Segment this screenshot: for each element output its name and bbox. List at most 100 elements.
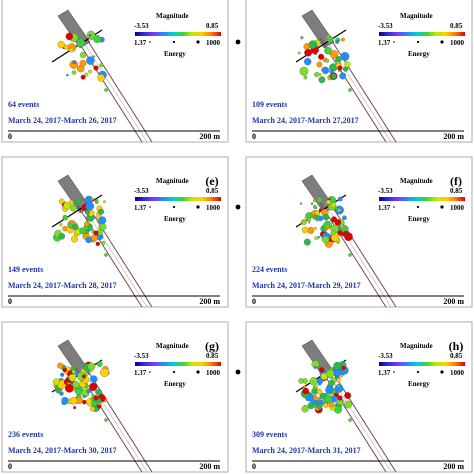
- event-marker: [89, 406, 96, 412]
- scale-start-label: 0: [252, 297, 256, 306]
- event-marker: [336, 241, 340, 245]
- scale-end-label: 200 m: [443, 297, 464, 306]
- energy-scale-dot-large: [440, 40, 444, 44]
- magnitude-min-label: -3.53: [134, 187, 149, 195]
- event-marker: [316, 403, 323, 410]
- event-marker: [86, 389, 91, 394]
- energy-scale-dot-small: [393, 206, 395, 208]
- event-marker: [72, 60, 77, 65]
- event-marker: [72, 223, 79, 231]
- event-marker: [335, 207, 339, 210]
- event-marker: [348, 253, 352, 257]
- event-marker: [63, 44, 69, 50]
- event-marker: [316, 61, 323, 68]
- magnitude-min-label: -3.53: [378, 352, 393, 360]
- energy-scale-dot-small: [393, 371, 395, 373]
- event-marker: [77, 371, 87, 381]
- energy-scale-dot-medium: [172, 40, 176, 44]
- scale-end-label: 200 m: [199, 132, 220, 141]
- event-marker: [299, 66, 309, 76]
- panel-h: (h) Magnitude -3.53 0.85 1.37 1000 Energy 309 e…: [245, 321, 473, 473]
- event-marker: [98, 208, 105, 215]
- energy-scale-dot-large: [196, 370, 200, 374]
- magnitude-min-label: -3.53: [378, 22, 393, 30]
- event-marker: [338, 225, 341, 228]
- energy-legend-title: Energy: [164, 380, 186, 388]
- events-count-label: 109 events: [252, 100, 287, 109]
- event-marker: [340, 51, 350, 61]
- date-range-label: March 24, 2017-March 29, 2017: [252, 281, 361, 290]
- scale-start-label: 0: [8, 132, 12, 141]
- event-marker: [76, 38, 85, 48]
- energy-min-label: 1.37: [378, 39, 391, 47]
- magnitude-max-label: 0.85: [450, 22, 463, 30]
- event-marker: [316, 219, 319, 222]
- event-marker: [104, 88, 108, 92]
- event-marker: [95, 200, 99, 205]
- scale-end-label: 200 m: [443, 132, 464, 141]
- rail-line-left: [75, 202, 143, 308]
- event-marker: [344, 400, 353, 409]
- event-marker: [79, 51, 87, 59]
- event-marker: [97, 74, 105, 82]
- event-marker: [93, 65, 99, 71]
- event-marker: [65, 32, 74, 41]
- event-marker: [337, 196, 343, 202]
- colorbar: [135, 32, 221, 36]
- event-marker: [334, 369, 342, 377]
- event-marker: [59, 223, 63, 227]
- magnitude-legend-title: Magnitude: [400, 12, 433, 20]
- event-marker: [335, 56, 342, 63]
- energy-legend-title: Energy: [408, 215, 430, 223]
- energy-legend-title: Energy: [408, 50, 430, 58]
- scale-end-label: 200 m: [443, 462, 464, 471]
- energy-max-label: 1000: [450, 369, 465, 377]
- event-marker: [313, 394, 318, 400]
- event-marker: [310, 202, 314, 205]
- event-marker: [93, 230, 99, 236]
- event-marker: [321, 235, 330, 244]
- event-marker: [68, 373, 77, 382]
- energy-scale-dot-small: [149, 206, 151, 208]
- event-marker: [304, 57, 312, 66]
- rail-line-right: [85, 202, 153, 308]
- event-marker: [322, 213, 330, 221]
- magnitude-max-label: 0.85: [206, 187, 219, 195]
- magnitude-min-label: -3.53: [134, 22, 149, 30]
- event-marker: [62, 366, 66, 369]
- event-marker: [330, 73, 337, 80]
- event-marker: [66, 73, 69, 77]
- magnitude-max-label: 0.85: [206, 22, 219, 30]
- colorbar: [379, 32, 465, 36]
- event-marker: [301, 226, 309, 234]
- event-marker: [104, 253, 108, 257]
- energy-legend-title: Energy: [164, 215, 186, 223]
- event-marker: [348, 418, 352, 422]
- event-marker: [93, 35, 102, 44]
- rail-line-right: [85, 37, 153, 143]
- event-marker: [307, 402, 315, 410]
- energy-legend-title: Energy: [164, 50, 186, 58]
- energy-scale-dot-medium: [172, 205, 176, 209]
- energy-scale-dot-medium: [416, 40, 420, 44]
- event-marker: [308, 221, 311, 224]
- event-marker: [330, 202, 337, 208]
- event-marker: [334, 219, 342, 226]
- event-marker: [88, 69, 93, 74]
- event-marker: [71, 70, 77, 75]
- magnitude-legend-title: Magnitude: [400, 177, 433, 185]
- energy-max-label: 1000: [450, 39, 465, 47]
- event-marker: [334, 384, 344, 393]
- event-marker: [300, 36, 304, 40]
- energy-min-label: 1.37: [378, 369, 391, 377]
- event-marker: [69, 47, 74, 53]
- event-marker: [98, 225, 102, 230]
- face-line: [295, 29, 347, 63]
- panel-frame: [245, 156, 473, 308]
- event-marker: [99, 63, 104, 68]
- event-marker: [339, 72, 347, 80]
- magnitude-max-label: 0.85: [450, 187, 463, 195]
- event-marker: [307, 226, 315, 234]
- energy-min-label: 1.37: [134, 204, 147, 212]
